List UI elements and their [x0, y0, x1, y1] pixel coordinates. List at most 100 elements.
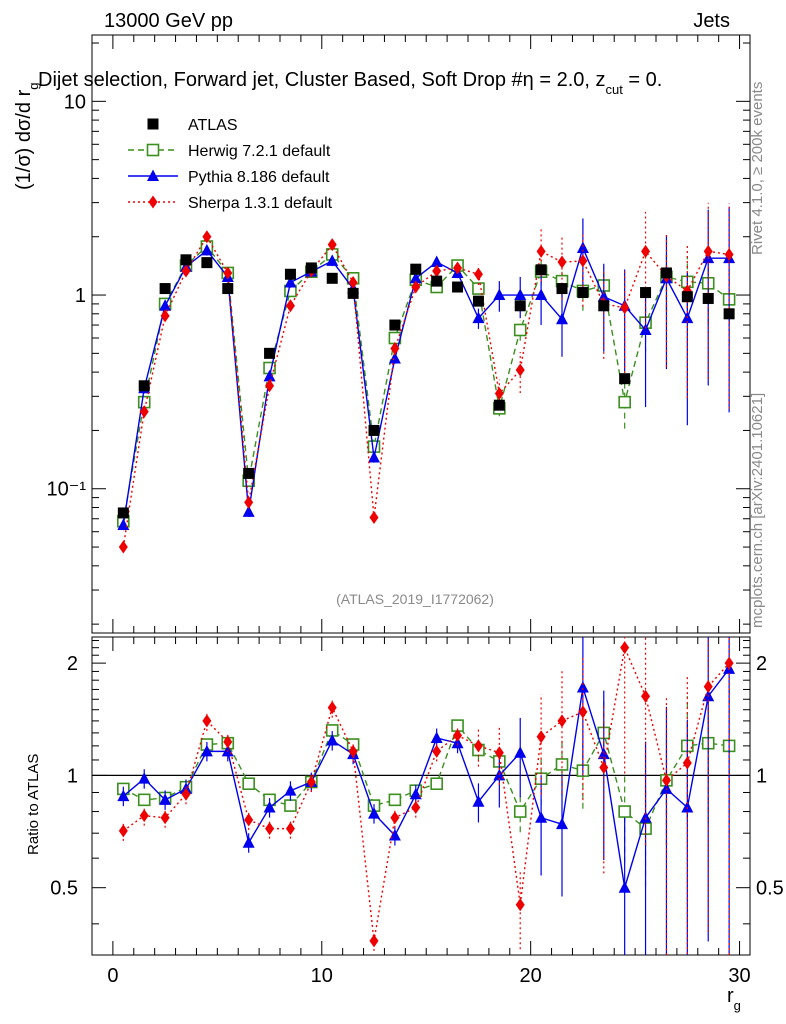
x-tick-label: 0: [107, 965, 118, 987]
pythia-point: [200, 243, 213, 256]
sherpa-point: [494, 387, 504, 401]
sherpa-ratio-point: [265, 822, 275, 836]
sherpa-point: [139, 405, 149, 419]
sherpa-ratio-point: [118, 824, 128, 838]
herwig-line: [122, 245, 730, 522]
pythia-point: [430, 255, 443, 268]
sherpa-ratio-point: [411, 801, 421, 815]
pythia-point: [368, 450, 380, 463]
sherpa-ratio-point: [557, 714, 567, 728]
sherpa-point: [724, 247, 734, 261]
atlas-point: [577, 287, 589, 299]
pythia-point: [388, 352, 401, 364]
sherpa-ratio-point: [620, 641, 630, 655]
atlas-point: [640, 287, 652, 299]
sherpa-ratio-point: [724, 656, 734, 670]
sherpa-point: [453, 261, 463, 275]
legend-label-herwig: Herwig 7.2.1 default: [188, 143, 331, 160]
sherpa-ratio-point: [599, 761, 609, 775]
sherpa-ratio-point: [473, 739, 483, 753]
herwig-ratio-point: [618, 805, 631, 818]
sherpa-point: [202, 230, 212, 244]
x-axis-label: rg: [727, 985, 741, 1013]
sherpa-point: [369, 511, 379, 525]
sherpa-point: [536, 244, 546, 258]
herwig-ratio-point: [430, 777, 443, 791]
y-tick-label: 10⁻¹: [47, 479, 87, 501]
pythia-ratio-point: [200, 744, 213, 757]
atlas-point: [723, 308, 735, 320]
sherpa-point: [118, 540, 128, 554]
sherpa-ratio-point: [432, 744, 442, 758]
legend-label-sherpa: Sherpa 1.3.1 default: [188, 195, 333, 212]
sherpa-point: [515, 363, 525, 377]
sherpa-ratio-point: [661, 773, 671, 787]
atlas-point: [326, 272, 338, 284]
sherpa-point: [390, 341, 400, 355]
pythia-line: [122, 245, 730, 526]
atlas-point: [452, 281, 464, 293]
pythia-point: [409, 271, 422, 284]
herwig-ratio-point: [242, 777, 255, 791]
atlas-point: [264, 347, 276, 359]
sherpa-point: [411, 280, 421, 294]
x-axis-label-sub: g: [734, 998, 741, 1013]
sherpa-point: [578, 254, 588, 268]
herwig-ratio-point: [284, 799, 297, 812]
atlas-point: [556, 283, 568, 295]
pythia-ratio-point: [138, 772, 151, 784]
pythia-ratio-point: [326, 734, 339, 746]
atlas-point: [431, 275, 443, 287]
sherpa-ratio-point: [515, 898, 525, 912]
herwig-ratio-point: [555, 758, 569, 771]
plot-title-main: Dijet selection, Forward jet, Cluster Ba…: [38, 69, 524, 91]
sherpa-point: [285, 299, 295, 313]
analysis-id: (ATLAS_2019_I1772062): [336, 591, 494, 607]
pythia-point: [535, 288, 548, 301]
y-tick-label: 10: [64, 91, 86, 113]
pythia-point: [514, 288, 527, 301]
sherpa-point: [703, 244, 713, 258]
legend-marker-herwig: [146, 143, 160, 157]
pythia-ratio-point: [618, 881, 631, 893]
sherpa-ratio-point: [682, 756, 692, 770]
atlas-point: [681, 291, 693, 303]
x-axis-label-main: r: [727, 985, 734, 1007]
y-tick-label: 1: [75, 285, 86, 307]
ratio-y-tick-label-right: 1: [756, 765, 767, 787]
pythia-point: [263, 369, 276, 382]
legend-marker-sherpa: [148, 195, 158, 209]
ratio-y-tick-label: 2: [67, 653, 78, 675]
herwig-point: [618, 395, 631, 409]
pythia-ratio-point: [159, 793, 172, 805]
atlas-point: [243, 467, 255, 479]
ratio-y-tick-label-right: 2: [756, 653, 767, 675]
pythia-ratio-point: [535, 811, 548, 823]
sherpa-point: [160, 309, 170, 323]
sherpa-point: [223, 266, 233, 280]
legend-marker-pythia: [147, 169, 159, 181]
pythia-point: [639, 323, 652, 335]
sherpa-point: [473, 267, 483, 281]
sherpa-point: [327, 238, 337, 252]
herwig-ratio-point: [513, 805, 527, 818]
pythia-ratio-point: [639, 811, 652, 823]
pythia-ratio-line: [122, 668, 730, 888]
ratio-plot-area: [117, 637, 736, 955]
sherpa-point: [432, 264, 442, 278]
atlas-point: [660, 267, 672, 279]
atlas-point: [305, 262, 317, 274]
atlas-point: [117, 507, 129, 519]
legend-label-data: ATLAS: [188, 117, 238, 134]
sherpa-ratio-point: [244, 813, 254, 827]
atlas-point: [702, 292, 714, 304]
legend: ATLAS Herwig 7.2.1 default Pythia 8.186 …: [128, 117, 333, 212]
pythia-ratio-point: [242, 836, 255, 848]
herwig-ratio-point: [137, 793, 151, 807]
sherpa-ratio-point: [536, 730, 546, 744]
ratio-y-tick-label: 0.5: [50, 878, 78, 900]
sherpa-ratio-point: [703, 680, 713, 694]
pythia-ratio-point: [284, 784, 297, 796]
sherpa-ratio-point: [181, 787, 191, 801]
